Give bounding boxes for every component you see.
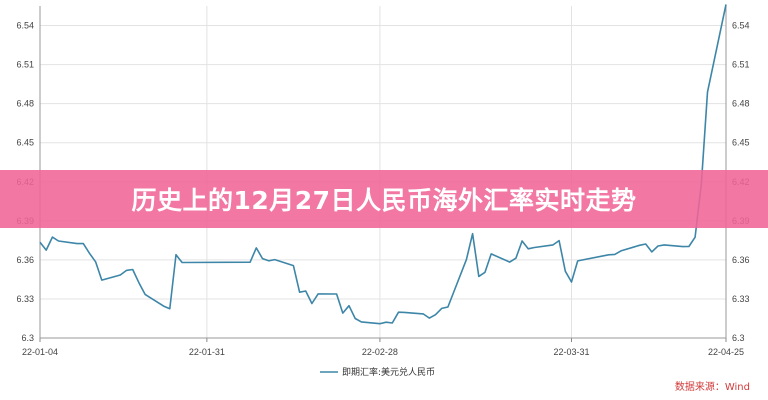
page-title: 历史上的12月27日人民币海外汇率实时走势 — [131, 186, 637, 215]
y-tick-label-right: 6.54 — [732, 21, 750, 31]
y-tick-label-right: 6.51 — [732, 60, 750, 70]
chart-legend: 即期汇率:美元兑人民币 — [320, 366, 435, 378]
y-tick-label-right: 6.48 — [732, 99, 750, 109]
y-tick-label-right: 6.45 — [732, 138, 750, 148]
y-tick-label-left: 6.54 — [16, 21, 34, 31]
y-tick-label-right: 6.33 — [732, 294, 750, 304]
x-tick-label: 22-03-31 — [553, 347, 589, 357]
y-tick-label-right: 6.3 — [732, 333, 745, 343]
series-line — [39, 4, 727, 325]
y-tick-label-left: 6.45 — [16, 138, 34, 148]
x-tick-label: 22-01-31 — [189, 347, 225, 357]
x-tick-label: 22-04-25 — [708, 347, 744, 357]
x-tick-label: 22-01-04 — [22, 347, 58, 357]
x-tick-label: 22-02-28 — [362, 347, 398, 357]
data-source-label: 数据来源：Wind — [674, 382, 750, 393]
y-tick-label-left: 6.33 — [16, 294, 34, 304]
legend-label: 即期汇率:美元兑人民币 — [342, 366, 435, 378]
y-tick-label-left: 6.36 — [16, 255, 34, 265]
y-tick-label-left: 6.3 — [21, 333, 34, 343]
title-banner: 历史上的12月27日人民币海外汇率实时走势 — [0, 170, 768, 228]
y-tick-label-left: 6.51 — [16, 60, 34, 70]
y-tick-label-right: 6.36 — [732, 255, 750, 265]
chart-series — [39, 4, 727, 325]
y-tick-label-left: 6.48 — [16, 99, 34, 109]
